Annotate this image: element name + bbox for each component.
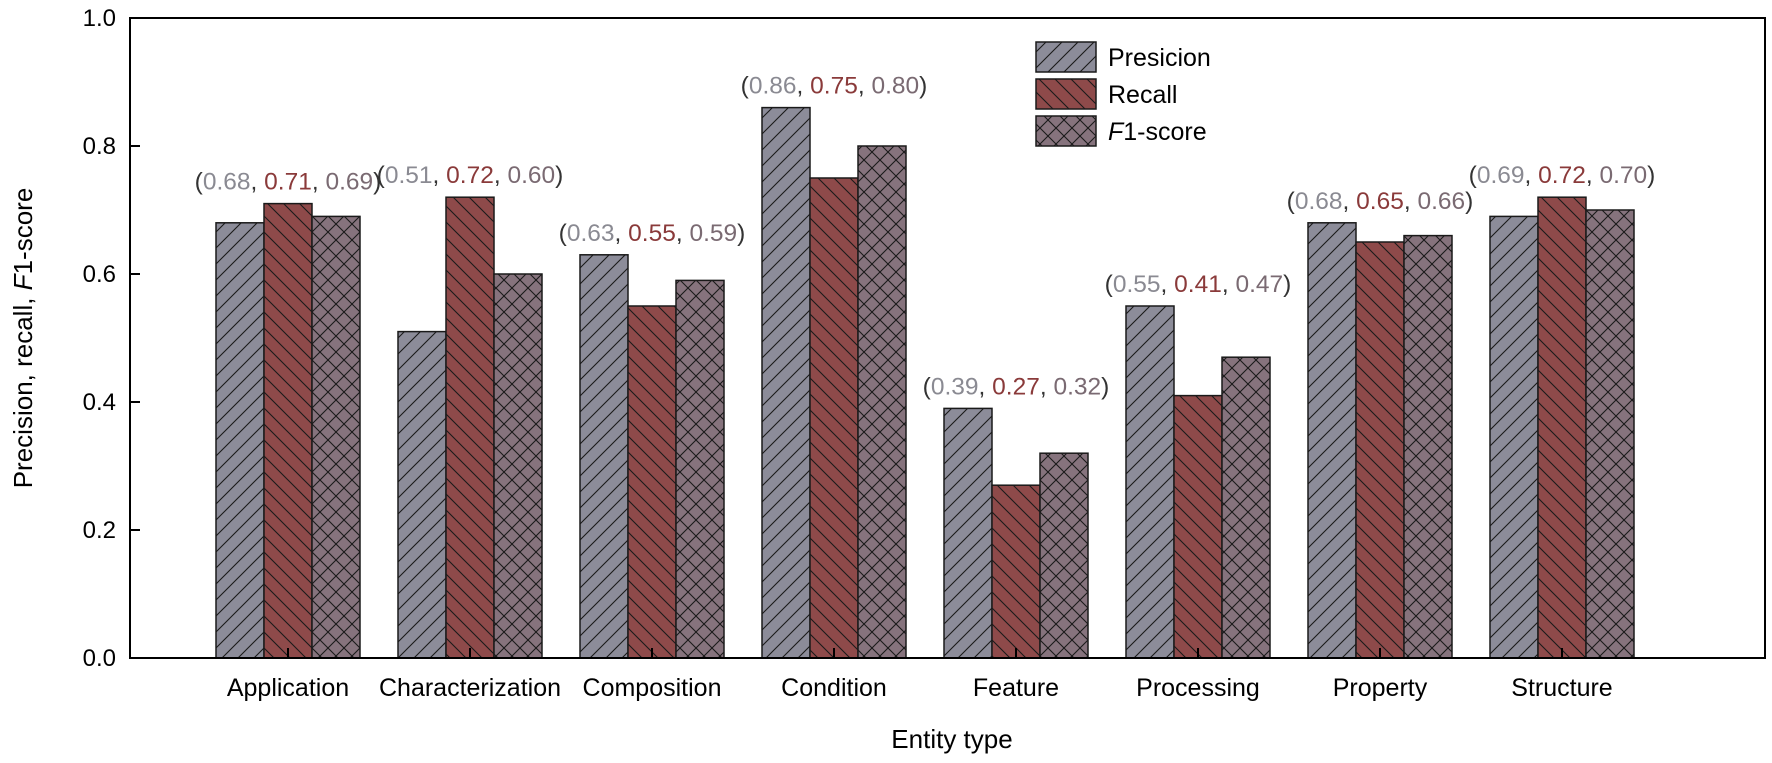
x-tick-label: Property [1333, 674, 1428, 702]
data-label-property: (0.68, 0.65, 0.66) [1287, 188, 1474, 215]
data-label-structure: (0.69, 0.72, 0.70) [1469, 162, 1656, 189]
x-axis-title: Entity type [891, 724, 1012, 754]
legend-label: Recall [1108, 81, 1177, 109]
bar-application-presicion [215, 222, 265, 659]
x-tick-label: Processing [1136, 674, 1260, 702]
bar-characterization-f1-score [493, 273, 543, 659]
y-tick-label: 0.4 [83, 389, 116, 416]
bar-application-recall [263, 202, 313, 659]
bar-structure-recall [1537, 196, 1587, 659]
bar-processing-f1-score [1221, 356, 1271, 659]
bar-feature-presicion [943, 407, 993, 659]
legend: Presicion Recall F1-score [1035, 41, 1211, 147]
bar-property-presicion [1307, 222, 1357, 659]
legend-swatch [1035, 78, 1097, 110]
bar-structure-f1-score [1585, 209, 1635, 659]
legend-label: F1-score [1108, 118, 1207, 146]
legend-swatch [1035, 115, 1097, 147]
y-tick-label: 0.2 [83, 517, 116, 544]
data-label-application: (0.68, 0.71, 0.69) [195, 169, 382, 196]
bar-feature-recall [991, 484, 1041, 659]
y-tick-label: 0.6 [83, 261, 116, 288]
data-label-processing: (0.55, 0.41, 0.47) [1105, 271, 1292, 298]
data-label-composition: (0.63, 0.55, 0.59) [559, 220, 746, 247]
bar-condition-f1-score [857, 145, 907, 659]
bar-composition-f1-score [675, 279, 725, 659]
bar-structure-presicion [1489, 215, 1539, 659]
data-label-condition: (0.86, 0.75, 0.80) [741, 73, 928, 100]
plot-frame [129, 17, 1766, 659]
bar-composition-presicion [579, 254, 629, 659]
y-tick-label: 1.0 [83, 5, 116, 32]
x-tick-label: Condition [781, 674, 887, 702]
y-tick-label: 0.0 [83, 645, 116, 672]
bar-characterization-recall [445, 196, 495, 659]
x-tick-label: Structure [1511, 674, 1612, 702]
bar-processing-presicion [1125, 305, 1175, 659]
bar-condition-recall [809, 177, 859, 659]
x-tick-label: Composition [583, 674, 722, 702]
bar-feature-f1-score [1039, 452, 1089, 659]
legend-label: Presicion [1108, 44, 1211, 72]
bar-composition-recall [627, 305, 677, 659]
x-tick-label: Application [227, 674, 349, 702]
bars-layer [215, 106, 1635, 659]
legend-swatch [1035, 41, 1097, 73]
x-tick-label: Characterization [379, 674, 561, 702]
data-label-feature: (0.39, 0.27, 0.32) [923, 373, 1110, 400]
y-tick-label: 0.8 [83, 133, 116, 160]
bar-processing-recall [1173, 394, 1223, 659]
bar-condition-presicion [761, 106, 811, 659]
axes-layer: 0.0 0.2 0.4 0.6 0.8 1.0 Application Characteriz… [83, 5, 1766, 702]
data-label-characterization: (0.51, 0.72, 0.60) [377, 162, 564, 189]
bar-application-f1-score [311, 215, 361, 659]
bar-property-f1-score [1403, 234, 1453, 659]
bar-characterization-presicion [397, 330, 447, 659]
x-tick-label: Feature [973, 674, 1059, 702]
data-labels-layer: (0.68, 0.71, 0.69)(0.51, 0.72, 0.60) (0.6… [195, 73, 1656, 401]
bar-property-recall [1355, 241, 1405, 659]
y-axis-title: Precision, recall, F1-score [8, 188, 38, 489]
